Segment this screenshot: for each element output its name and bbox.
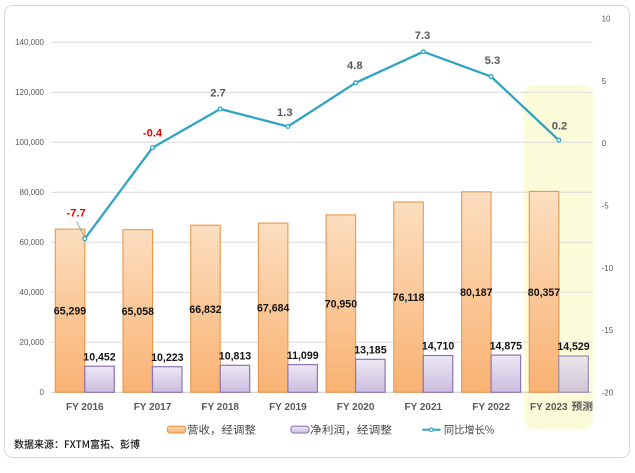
svg-text:7.3: 7.3 (415, 30, 431, 42)
svg-text:FY 2021: FY 2021 (404, 402, 442, 413)
svg-text:FY 2019: FY 2019 (269, 402, 307, 413)
svg-text:13,185: 13,185 (354, 345, 387, 357)
svg-text:140,000: 140,000 (15, 38, 44, 47)
svg-text:67,684: 67,684 (257, 303, 290, 315)
svg-text:FY 2023: FY 2023 (530, 402, 568, 413)
svg-text:10,452: 10,452 (83, 351, 116, 363)
svg-text:5: 5 (602, 77, 607, 86)
svg-text:65,058: 65,058 (122, 306, 155, 318)
svg-text:70,950: 70,950 (325, 299, 358, 311)
svg-text:FY 2018: FY 2018 (201, 402, 239, 413)
svg-text:5.3: 5.3 (485, 55, 501, 67)
svg-text:-10: -10 (602, 264, 614, 273)
svg-text:0: 0 (602, 139, 607, 148)
svg-text:40,000: 40,000 (20, 288, 45, 297)
svg-text:100,000: 100,000 (15, 138, 44, 147)
svg-text:80,000: 80,000 (20, 188, 45, 197)
svg-text:76,118: 76,118 (393, 292, 425, 304)
svg-text:2.7: 2.7 (210, 88, 226, 100)
svg-text:14,529: 14,529 (557, 341, 590, 353)
svg-text:4.8: 4.8 (347, 60, 363, 72)
svg-text:-20: -20 (602, 389, 614, 398)
svg-text:-15: -15 (602, 326, 614, 335)
svg-text:0.2: 0.2 (552, 121, 568, 133)
svg-text:10,813: 10,813 (219, 351, 252, 363)
svg-text:-5: -5 (602, 201, 610, 210)
svg-text:60,000: 60,000 (20, 238, 45, 247)
svg-text:10,223: 10,223 (151, 352, 184, 364)
svg-text:FY 2016: FY 2016 (66, 402, 104, 413)
svg-text:10: 10 (602, 14, 611, 23)
svg-text:0: 0 (40, 388, 45, 397)
svg-text:14,875: 14,875 (490, 340, 523, 352)
svg-text:14,710: 14,710 (422, 341, 455, 353)
svg-text:FY 2017: FY 2017 (134, 402, 172, 413)
svg-text:11,099: 11,099 (287, 350, 319, 362)
svg-text:-7.7: -7.7 (66, 208, 85, 220)
svg-text:-0.4: -0.4 (143, 128, 163, 140)
svg-text:FY 2020: FY 2020 (337, 402, 375, 413)
svg-text:66,832: 66,832 (189, 304, 222, 316)
svg-text:120,000: 120,000 (15, 88, 44, 97)
svg-text:FY 2022: FY 2022 (472, 402, 510, 413)
svg-text:1.3: 1.3 (277, 107, 293, 119)
svg-text:80,187: 80,187 (460, 287, 493, 299)
svg-text:80,357: 80,357 (528, 287, 561, 299)
svg-text:65,299: 65,299 (54, 306, 87, 318)
svg-text:20,000: 20,000 (20, 338, 45, 347)
